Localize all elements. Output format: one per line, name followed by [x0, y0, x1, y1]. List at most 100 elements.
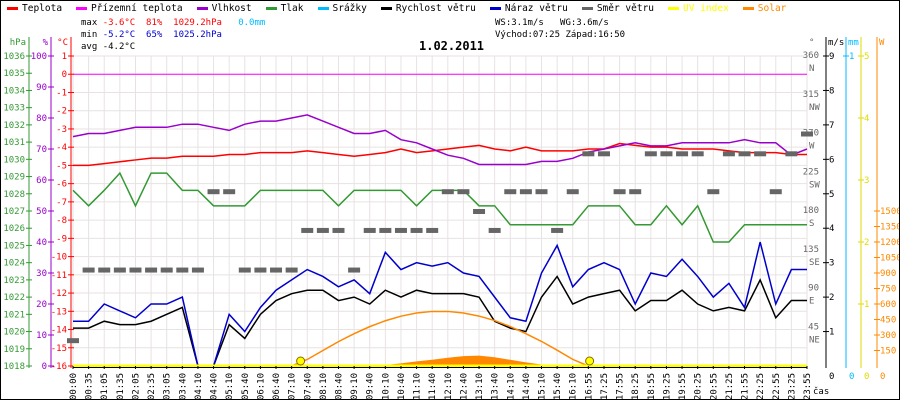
stat-label: avg — [81, 42, 98, 52]
x-tick-label: 03:40 — [178, 373, 188, 399]
tick-label: -15 — [51, 344, 67, 354]
x-tick-label: 00:00 — [69, 373, 79, 399]
tick-label: 1350 — [880, 223, 899, 233]
rain-axis-unit: mm — [848, 38, 859, 48]
x-tick-label: 19:25 — [662, 373, 672, 399]
stats-max: max -3.6°C 81% 1029.2hPa 0.0mm — [81, 17, 265, 29]
wind-axis-unit: m/s — [828, 38, 844, 48]
tick-label: 600 — [880, 300, 896, 310]
x-tick-label: 12:10 — [444, 373, 454, 399]
x-tick-label: 21:25 — [725, 373, 735, 399]
x-tick-label: 17:25 — [600, 373, 610, 399]
tick-label: 70 — [36, 145, 47, 155]
legend-label: UV index — [683, 3, 729, 14]
legend-label: Rychlost větru — [395, 3, 476, 14]
wind-direction-mark — [551, 227, 564, 233]
max-humidity: 81% — [146, 18, 163, 28]
wind-direction-mark — [582, 151, 595, 157]
tick-label: 6 — [829, 155, 834, 165]
legend-swatch — [76, 7, 88, 10]
wind-direction-mark — [191, 267, 204, 273]
legend-item: Srážky — [317, 3, 367, 14]
x-tick-label: 15:10 — [538, 373, 548, 399]
tick-label: -2 — [56, 107, 67, 117]
tick-label: 180 — [803, 206, 819, 216]
legend-item: Směr větru — [581, 3, 654, 14]
wind-direction-mark — [316, 227, 329, 233]
wind-direction-mark — [629, 189, 642, 195]
tick-label: 1030 — [3, 155, 25, 165]
legend-label: Vlhkost — [211, 3, 252, 14]
stats-sun: Východ:07:25 Západ:16:50 — [495, 29, 625, 41]
legend: Teplota Přízemní teplota Vlhkost Tlak Srážky… — [7, 3, 786, 14]
series-solar-max — [291, 310, 589, 367]
wind-direction-mark — [238, 267, 251, 273]
tick-label: 20 — [36, 300, 47, 310]
wind-direction-mark — [348, 267, 361, 273]
x-tick-label: 19:55 — [678, 373, 688, 399]
sun-marker — [585, 356, 595, 366]
wind-direction-mark — [82, 267, 95, 273]
legend-swatch — [196, 7, 208, 10]
tick-label: 90 — [808, 284, 819, 294]
legend-label: Náraz větru — [504, 3, 568, 14]
wind-direction-mark — [441, 189, 454, 195]
tick-label: 450 — [880, 316, 896, 326]
tick-label: 30 — [36, 269, 47, 279]
tick-label: 1029 — [3, 173, 25, 183]
tick-label: 750 — [880, 285, 896, 295]
wind-direction-mark — [519, 189, 532, 195]
x-tick-label: 10:40 — [397, 373, 407, 399]
tick-label: 315 — [803, 90, 819, 100]
x-tick-label: 23:55 — [803, 373, 813, 399]
series-vlhkost — [72, 114, 808, 166]
tick-label: 4 — [829, 224, 834, 234]
x-tick-label: 01:35 — [116, 373, 126, 399]
stats-wind: WS:3.1m/s WG:3.6m/s — [495, 17, 609, 29]
x-tick-label: 20:55 — [709, 373, 719, 399]
avg-temp: -4.2°C — [102, 42, 136, 52]
stats-avg: avg -4.2°C — [81, 41, 135, 53]
direction-axis-unit: ° — [809, 38, 814, 48]
wind-direction-mark — [270, 267, 283, 273]
wind-gust-max: WG:3.6m/s — [560, 18, 609, 28]
tick-label: -11 — [51, 271, 67, 281]
tick-label: 1 — [62, 52, 67, 62]
x-tick-label: 22:55 — [772, 373, 782, 399]
legend-swatch — [7, 7, 18, 10]
x-tick-label: 00:35 — [85, 373, 95, 399]
tick-label: 3 — [829, 259, 834, 269]
wind-direction-mark — [145, 267, 158, 273]
wind-direction-mark — [707, 189, 720, 195]
tick-label: 1026 — [3, 224, 25, 234]
zero-label: 0 — [849, 372, 854, 382]
tick-label: 40 — [36, 238, 47, 248]
wind-direction-mark — [473, 209, 486, 214]
x-tick-label: 08:40 — [334, 373, 344, 399]
legend-swatch — [581, 7, 593, 10]
x-tick-label: 06:10 — [256, 373, 266, 399]
tick-label: 1050 — [880, 254, 899, 264]
x-tick-label: 04:10 — [194, 373, 204, 399]
tick-label: 1 — [849, 52, 854, 62]
wind-direction-mark — [691, 151, 704, 157]
stat-label: max — [81, 18, 98, 28]
tick-label: -3 — [56, 125, 67, 135]
solar-axis-unit: W — [879, 38, 885, 48]
wind-direction-mark — [676, 151, 689, 157]
series-solar — [73, 355, 807, 366]
x-tick-label: 23:25 — [787, 373, 797, 399]
x-tick-label: 16:10 — [569, 373, 579, 399]
wind-direction-mark — [254, 267, 267, 273]
x-tick-label: 21:55 — [741, 373, 751, 399]
tick-label: 300 — [880, 331, 896, 341]
series-tlak — [72, 171, 807, 243]
tick-label: -10 — [51, 253, 67, 263]
tick-label: 0 — [62, 70, 67, 80]
legend-item: UV index — [668, 3, 729, 14]
tick-label: -13 — [51, 307, 67, 317]
x-tick-label: 07:10 — [288, 373, 298, 399]
series-rychlost-v-tru — [73, 275, 807, 367]
legend-item: Náraz větru — [489, 3, 568, 14]
